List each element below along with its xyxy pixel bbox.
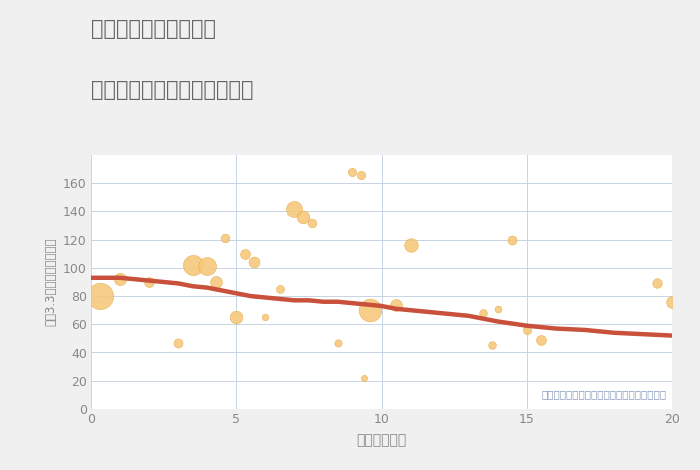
Point: [477, 309, 489, 317]
Point: [536, 336, 547, 344]
Point: [144, 278, 155, 286]
Point: [306, 219, 317, 227]
Point: [666, 298, 678, 306]
Point: [289, 205, 300, 212]
Point: [274, 285, 286, 293]
X-axis label: 駅距離（分）: 駅距離（分）: [356, 433, 407, 447]
Point: [187, 261, 198, 269]
Text: 円の大きさは、取引のあった物件面積を示す: 円の大きさは、取引のあった物件面積を示す: [541, 389, 666, 399]
Point: [521, 326, 532, 334]
Point: [172, 339, 183, 346]
Point: [346, 168, 358, 176]
Text: 奈良県奈良市八島町の: 奈良県奈良市八島町の: [91, 19, 216, 39]
Point: [219, 235, 230, 242]
Point: [332, 339, 344, 346]
Point: [260, 313, 271, 321]
Point: [114, 275, 126, 283]
Point: [210, 278, 221, 286]
Point: [298, 213, 309, 221]
Point: [364, 306, 375, 314]
Point: [202, 263, 213, 270]
Point: [507, 236, 518, 243]
Point: [231, 313, 242, 321]
Text: 駅距離別中古マンション価格: 駅距離別中古マンション価格: [91, 80, 253, 100]
Point: [405, 242, 416, 249]
Point: [94, 292, 105, 300]
Point: [239, 250, 251, 258]
Point: [391, 301, 402, 308]
Point: [356, 171, 367, 179]
Point: [486, 342, 498, 349]
Point: [358, 374, 370, 382]
Y-axis label: 坪（3.3㎡）単価（万円）: 坪（3.3㎡）単価（万円）: [44, 238, 57, 326]
Point: [248, 258, 259, 266]
Point: [652, 280, 663, 287]
Point: [492, 305, 503, 313]
